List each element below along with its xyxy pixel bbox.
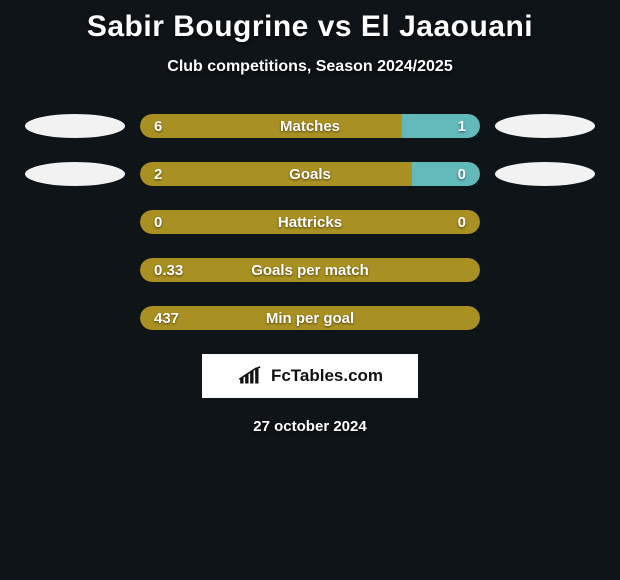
player-ellipse-left [25, 114, 125, 138]
stat-row: 6 Matches 1 [0, 114, 620, 138]
stat-right-value: 0 [458, 162, 466, 186]
stat-row: 437 Min per goal [0, 306, 620, 330]
stat-right-value: 0 [458, 210, 466, 234]
player-ellipse-right [495, 162, 595, 186]
stat-row: 0.33 Goals per match [0, 258, 620, 282]
bar-chart-icon [237, 366, 265, 386]
stat-bar: 437 Min per goal [140, 306, 480, 330]
brand-badge: FcTables.com [202, 354, 418, 398]
brand-text: FcTables.com [271, 366, 383, 386]
stat-bar: 6 Matches 1 [140, 114, 480, 138]
player-ellipse-left [25, 162, 125, 186]
stat-bar: 0 Hattricks 0 [140, 210, 480, 234]
stat-rows: 6 Matches 1 2 Goals 0 0 Hattricks 0 [0, 114, 620, 330]
stat-label: Goals [140, 162, 480, 186]
stat-label: Goals per match [140, 258, 480, 282]
stat-row: 2 Goals 0 [0, 162, 620, 186]
stat-label: Min per goal [140, 306, 480, 330]
subtitle: Club competitions, Season 2024/2025 [0, 58, 620, 76]
page-title: Sabir Bougrine vs El Jaaouani [0, 0, 620, 44]
player-ellipse-right [495, 114, 595, 138]
stat-label: Matches [140, 114, 480, 138]
stat-bar: 0.33 Goals per match [140, 258, 480, 282]
stat-bar: 2 Goals 0 [140, 162, 480, 186]
stat-right-value: 1 [458, 114, 466, 138]
stat-label: Hattricks [140, 210, 480, 234]
date-text: 27 october 2024 [0, 418, 620, 435]
stat-row: 0 Hattricks 0 [0, 210, 620, 234]
